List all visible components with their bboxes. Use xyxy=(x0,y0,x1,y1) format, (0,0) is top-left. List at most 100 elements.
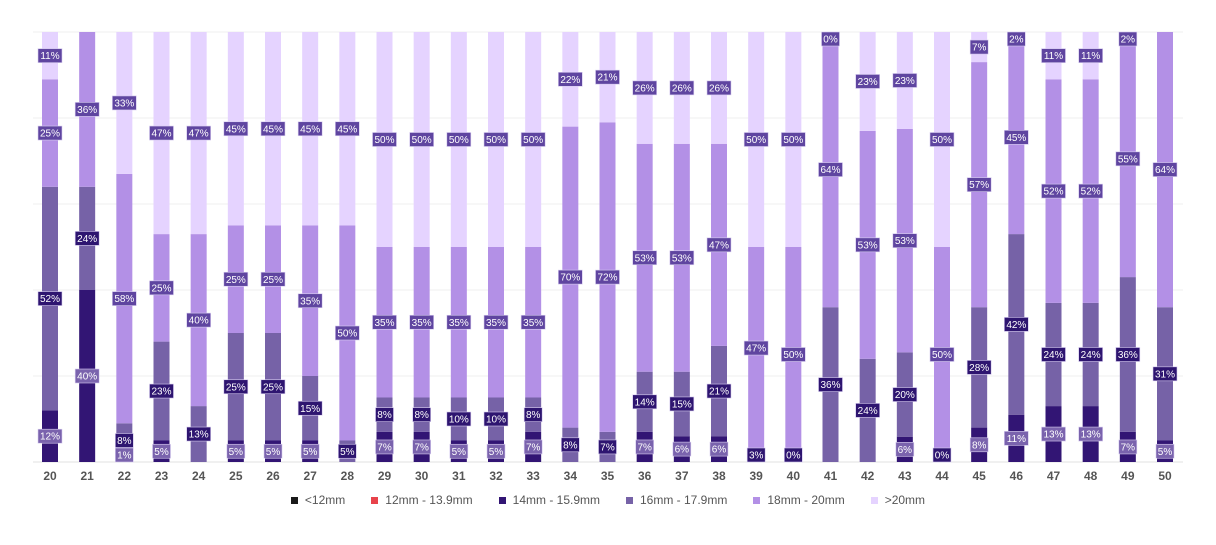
data-label: 20% xyxy=(892,387,918,402)
x-tick-label: 31 xyxy=(452,469,466,483)
data-label-text: 11% xyxy=(1007,434,1026,445)
data-label: 64% xyxy=(818,162,843,177)
data-label-box xyxy=(483,411,509,427)
data-label: 2% xyxy=(1118,31,1138,47)
data-label-box xyxy=(1155,443,1175,459)
data-label-text: 23% xyxy=(151,387,171,398)
data-label-text: 8% xyxy=(117,436,132,447)
data-label-text: 25% xyxy=(151,283,171,294)
data-label-text: 53% xyxy=(635,253,655,264)
legend-item[interactable]: 16mm - 17.9mm xyxy=(626,493,727,507)
data-label-box xyxy=(74,368,100,384)
data-label: 6% xyxy=(709,441,729,457)
data-label: 50% xyxy=(446,132,472,147)
data-label: 50% xyxy=(335,325,360,341)
data-label-text: 45% xyxy=(263,124,283,135)
stacked-bar-chart: 20 21 22 23 24 25 26 27 28 29 30 31 32 33 34 35 36 37 38 39… xyxy=(33,31,1183,483)
data-label: 53% xyxy=(669,250,695,266)
data-label-text: 6% xyxy=(898,445,913,456)
data-label-box xyxy=(74,102,100,117)
data-label-box xyxy=(1007,31,1026,47)
data-label-box xyxy=(446,314,472,330)
data-label-text: 1% xyxy=(117,451,132,462)
data-label-text: 53% xyxy=(858,240,878,251)
data-label-box xyxy=(149,280,174,296)
data-label: 26% xyxy=(632,80,657,96)
legend-item[interactable]: >20mm xyxy=(870,493,925,507)
data-label-text: 23% xyxy=(895,76,915,87)
data-label-box xyxy=(781,132,806,147)
data-label: 5% xyxy=(449,443,469,459)
x-tick-label: 37 xyxy=(675,469,689,483)
x-tick-label: 47 xyxy=(1047,469,1061,483)
data-label-text: 7% xyxy=(377,442,392,453)
data-label: 47% xyxy=(149,125,174,141)
data-label-text: 50% xyxy=(783,350,803,361)
data-label-box xyxy=(1004,130,1029,145)
data-label: 8% xyxy=(561,437,580,453)
data-label: 26% xyxy=(706,80,732,96)
data-label-text: 25% xyxy=(263,275,283,286)
data-label-box xyxy=(969,437,989,453)
data-label-box xyxy=(149,125,174,141)
data-label: 11% xyxy=(1041,48,1066,63)
x-tick-label: 20 xyxy=(43,469,57,483)
data-label-box xyxy=(632,394,657,410)
data-label: 7% xyxy=(523,439,543,455)
data-label-text: 70% xyxy=(560,273,580,284)
data-label-text: 36% xyxy=(77,105,97,116)
data-label-box xyxy=(223,271,249,287)
data-label-text: 35% xyxy=(300,296,320,307)
data-label-box xyxy=(260,379,286,395)
legend-item[interactable]: 18mm - 20mm xyxy=(753,493,845,507)
data-label-text: 11% xyxy=(1081,51,1100,62)
data-label-box xyxy=(115,447,134,463)
data-label: 47% xyxy=(186,125,211,141)
data-label-text: 22% xyxy=(560,75,580,86)
x-tick-label: 34 xyxy=(564,469,578,483)
data-label-text: 7% xyxy=(972,43,987,54)
data-label-text: 7% xyxy=(1121,442,1136,453)
data-label-text: 35% xyxy=(449,318,469,329)
data-label-box xyxy=(932,447,952,463)
data-label-text: 50% xyxy=(486,135,506,146)
data-label-text: 50% xyxy=(783,135,803,146)
data-label-box xyxy=(818,162,843,177)
data-label: 25% xyxy=(149,280,174,296)
x-tick-label: 32 xyxy=(489,469,503,483)
data-label-box xyxy=(260,271,286,287)
data-label-box xyxy=(632,250,657,266)
data-label-text: 45% xyxy=(337,124,357,135)
data-label-text: 53% xyxy=(895,236,915,247)
data-label: 36% xyxy=(74,102,100,117)
x-tick-label: 27 xyxy=(303,469,317,483)
data-label-box xyxy=(892,73,918,88)
data-label-text: 8% xyxy=(563,440,578,451)
data-label: 52% xyxy=(1078,183,1103,199)
x-tick-label: 33 xyxy=(526,469,540,483)
legend-item[interactable]: 14mm - 15.9mm xyxy=(498,493,600,507)
data-label-box xyxy=(300,443,320,459)
data-label: 25% xyxy=(260,379,286,395)
legend-item[interactable]: 12mm - 13.9mm xyxy=(371,493,473,507)
data-label-text: 50% xyxy=(412,135,432,146)
data-label-box xyxy=(372,314,397,330)
data-label-box xyxy=(446,132,472,147)
legend-label: 18mm - 20mm xyxy=(767,493,845,507)
x-tick-label: 28 xyxy=(341,469,355,483)
legend: <12mm 12mm - 13.9mm 14mm - 15.9mm 16mm - 17… xyxy=(0,493,1216,507)
data-label-box xyxy=(1078,347,1103,362)
data-label-text: 5% xyxy=(229,447,244,458)
x-tick-label: 24 xyxy=(192,469,206,483)
data-label-box xyxy=(520,132,546,147)
data-label-box xyxy=(115,433,134,448)
legend-item[interactable]: <12mm xyxy=(290,493,345,507)
x-tick-label: 41 xyxy=(824,469,838,483)
data-label-box xyxy=(669,396,695,412)
data-label: 42% xyxy=(1004,317,1029,332)
data-label-text: 21% xyxy=(709,387,729,398)
data-label-box xyxy=(375,439,394,455)
data-label: 50% xyxy=(781,132,806,147)
data-label-box xyxy=(1152,162,1178,177)
data-label: 12% xyxy=(37,428,63,444)
